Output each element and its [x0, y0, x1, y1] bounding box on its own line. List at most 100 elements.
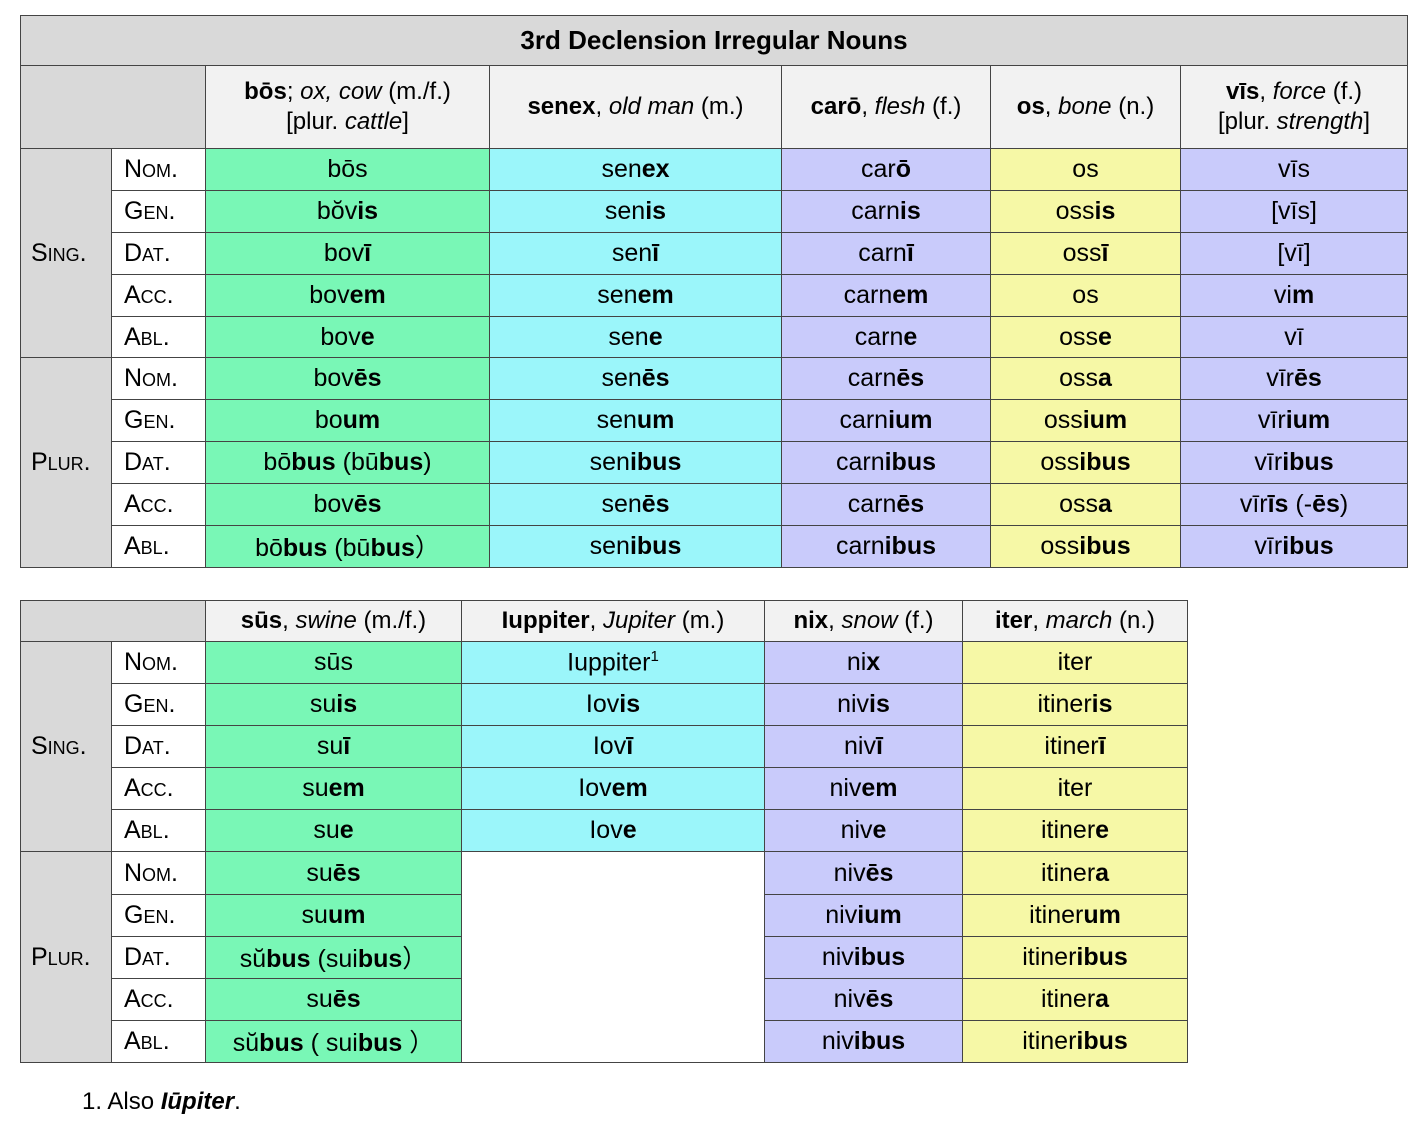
header-line: carō, flesh (f.): [783, 92, 990, 122]
text-run: old man: [608, 93, 695, 120]
form-cell: nix: [764, 640, 963, 685]
form-part: sūs: [314, 648, 353, 677]
form-cell: vīrīs (-ēs): [1179, 483, 1409, 527]
form-part: ibus: [1282, 531, 1334, 560]
form-cell: carnium: [781, 399, 991, 443]
text-run: ,: [589, 607, 603, 634]
form-part: ium: [888, 406, 933, 435]
form-part: oss: [1059, 364, 1098, 393]
form-cell: iter: [962, 640, 1188, 685]
header-line: Iuppiter, Jupiter (m.): [463, 606, 764, 636]
footnote: 1. Also Iūpiter.: [82, 1088, 241, 1116]
case-label: Acc.: [111, 767, 206, 811]
column-header: senex, old man (m.): [489, 65, 782, 149]
form-part: su: [313, 816, 340, 845]
form-part: ī: [1101, 238, 1109, 267]
form-cell: carnēs: [781, 483, 991, 527]
form-part: sen: [601, 154, 642, 183]
form-cell: ossibus: [990, 441, 1181, 485]
form-part: ibus: [629, 531, 682, 560]
form-part: a: [1095, 858, 1110, 887]
header-line: [plur. cattle]: [207, 107, 489, 137]
row: Dat. bōbus (būbus) senibus carnibus ossibus v…: [21, 441, 1409, 485]
form-part: sŭ: [232, 1029, 260, 1058]
column-header: sūs, swine (m./f.): [205, 600, 462, 642]
form-part: e: [1098, 322, 1112, 351]
text-run: (m./f.): [381, 78, 451, 105]
form-cell: suēs: [205, 977, 462, 1021]
form-part: is: [645, 196, 667, 225]
text-run: snow: [841, 607, 898, 634]
row: Acc. bovem senem carnem os vim: [21, 273, 1409, 317]
form-cell: nivī: [764, 725, 963, 769]
number-label: Sing.: [20, 147, 112, 359]
form-part: bus: [266, 945, 311, 974]
form-cell: vīrium: [1179, 399, 1409, 443]
form-part: itiner: [1037, 690, 1092, 719]
row: Acc. suem Iovem nivem iter: [21, 767, 1188, 811]
form-part: carn: [847, 364, 897, 393]
form-part: is: [869, 690, 890, 719]
text-run: (n.): [1112, 607, 1156, 634]
form-part: ）: [402, 1029, 435, 1058]
case-label: Nom.: [111, 357, 206, 401]
text-run: march: [1045, 607, 1113, 634]
form-cell: senī: [489, 231, 782, 275]
form-part: carn: [835, 448, 885, 477]
column-header: bōs; ox, cow (m./f.) [plur. cattle]: [205, 65, 490, 149]
form-part: em: [349, 280, 386, 309]
number-label: Plur.: [20, 357, 112, 568]
form-part: ibus: [1076, 1026, 1128, 1055]
form-part: um: [342, 406, 381, 435]
form-part: em: [328, 774, 365, 803]
header-line: vīs, force (f.): [1182, 77, 1407, 107]
form-part: um: [636, 406, 675, 435]
form-part: ēs: [865, 984, 894, 1013]
form-part: ī: [1098, 732, 1106, 761]
form-part: (bū: [335, 448, 379, 477]
form-part: Iuppiter: [567, 648, 651, 677]
form-part: su: [309, 690, 337, 719]
form-part: e: [339, 816, 354, 845]
number-label: Sing.: [20, 640, 112, 853]
row: Sing. Nom. bōs senex carō os vīs: [20, 147, 1409, 359]
form-cell: senēs: [489, 357, 782, 401]
form-part: ī: [652, 238, 660, 267]
text-run: senex: [527, 93, 596, 120]
text-run: (m.): [694, 93, 744, 120]
form-part: em: [637, 280, 674, 309]
row: Abl. bove sene carne osse vī: [21, 315, 1409, 359]
form-part: ēs: [641, 490, 670, 519]
form-part: ēs: [896, 490, 925, 519]
text-run: cattle: [344, 108, 403, 135]
form-cell: nivem: [764, 767, 963, 811]
form-part: Iov: [589, 816, 623, 845]
form-part: em: [611, 774, 648, 803]
form-part: ibus: [853, 942, 906, 971]
row: Gen. bŏvis senis carnis ossis [vīs]: [21, 189, 1409, 233]
form-part: oss: [1043, 406, 1083, 435]
form-cell: itinerī: [962, 725, 1188, 769]
form-part: ī: [906, 238, 914, 267]
form-part: carn: [847, 490, 897, 519]
form-part: ēs: [353, 364, 382, 393]
form-part: em: [892, 280, 929, 309]
form-part: bus: [378, 448, 424, 477]
form-part: su: [306, 984, 333, 1013]
form-cell: ossa: [990, 483, 1181, 527]
form-part: Iov: [592, 732, 627, 761]
form-part: itiner: [1022, 1026, 1077, 1055]
text-run: ,: [1044, 93, 1059, 120]
corner: [20, 65, 206, 149]
text-run: (m./f.): [356, 607, 427, 634]
form-part: ibus: [853, 1026, 906, 1055]
form-cell: carnibus: [781, 525, 991, 568]
form-part: vi: [1273, 280, 1292, 309]
form-cell: itinera: [962, 851, 1188, 895]
form-cell: sene: [489, 315, 782, 359]
form-part: bus: [291, 448, 336, 477]
form-part: itiner: [1040, 858, 1096, 887]
form-part: bov: [309, 280, 350, 309]
form-cell: osse: [990, 315, 1181, 359]
title-row: 3rd Declension Irregular Nouns: [19, 15, 1409, 66]
